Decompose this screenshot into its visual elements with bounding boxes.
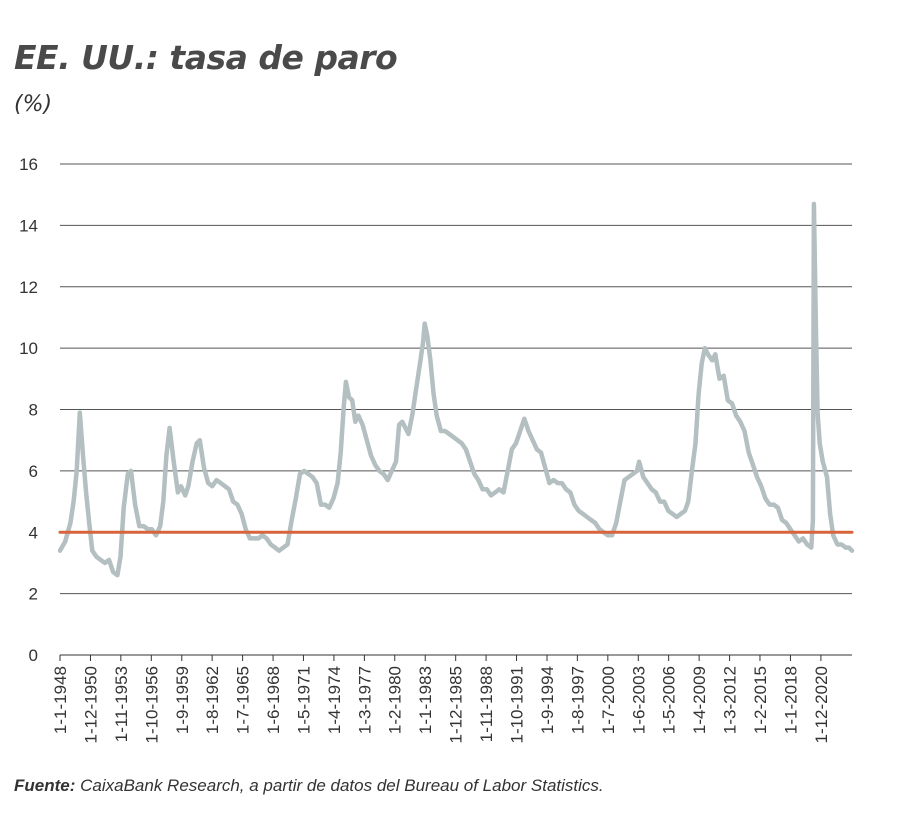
x-tick-label: 1-12-1985 [447, 666, 466, 744]
x-tick-label: 1-1-1983 [416, 666, 435, 734]
x-tick-label: 1-8-1962 [203, 666, 222, 734]
x-tick-label: 1-4-1974 [325, 666, 344, 734]
y-tick-label: 8 [29, 401, 38, 420]
y-tick-label: 2 [29, 585, 38, 604]
series-unemployment-rate [57, 201, 855, 578]
x-tick-label: 1-6-1968 [264, 666, 283, 734]
x-tick-label: 1-6-2003 [629, 666, 648, 734]
y-tick-labels: 0 2 4 6 8 10 12 14 16 [19, 155, 38, 665]
y-axis-unit: (%) [14, 92, 53, 117]
x-tick-label: 1-7-2000 [599, 666, 618, 734]
y-tick-label: 12 [19, 278, 38, 297]
series-layer [57, 201, 855, 578]
source-label: Fuente: [14, 776, 76, 795]
x-tick-label: 1-12-2020 [812, 666, 831, 744]
x-tick-label: 1-5-2006 [660, 666, 679, 734]
x-tick-label: 1-9-1959 [173, 666, 192, 734]
chart-title: EE. UU.: tasa de paro [14, 38, 398, 77]
x-tick-label: 1-3-2012 [721, 666, 740, 734]
x-tick-label: 1-1-1948 [51, 666, 70, 734]
x-tick-label: 1-2-2015 [751, 666, 770, 734]
y-tick-label: 0 [29, 646, 38, 665]
x-tick-label: 1-1-2018 [781, 666, 800, 734]
y-tick-label: 10 [19, 339, 38, 358]
x-tick-label: 1-10-1956 [142, 666, 161, 744]
x-tick-label: 1-11-1953 [112, 666, 131, 742]
x-tick-label: 1-10-1991 [508, 666, 527, 744]
source-text: CaixaBank Research, a partir de datos de… [75, 776, 604, 795]
source-note: Fuente: CaixaBank Research, a partir de … [14, 776, 604, 796]
y-tick-label: 16 [19, 155, 38, 174]
x-tick-label: 1-11-1988 [477, 666, 496, 742]
x-tick-label: 1-8-1997 [568, 666, 587, 734]
x-tick-label: 1-9-1994 [538, 666, 557, 734]
y-tick-label: 4 [29, 523, 38, 542]
x-tick-label: 1-2-1980 [386, 666, 405, 734]
x-tick-label: 1-7-1965 [234, 666, 253, 734]
x-tick-label: 1-5-1971 [294, 666, 313, 734]
y-tick-label: 14 [19, 216, 38, 235]
x-tick-label: 1-3-1977 [355, 666, 374, 734]
x-tick-labels: 1-1-1948 1-12-1950 1-11-1953 1-10-1956 1-9-1… [51, 655, 831, 744]
y-tick-label: 6 [29, 462, 38, 481]
x-tick-label: 1-12-1950 [81, 666, 100, 744]
x-tick-label: 1-4-2009 [690, 666, 709, 734]
